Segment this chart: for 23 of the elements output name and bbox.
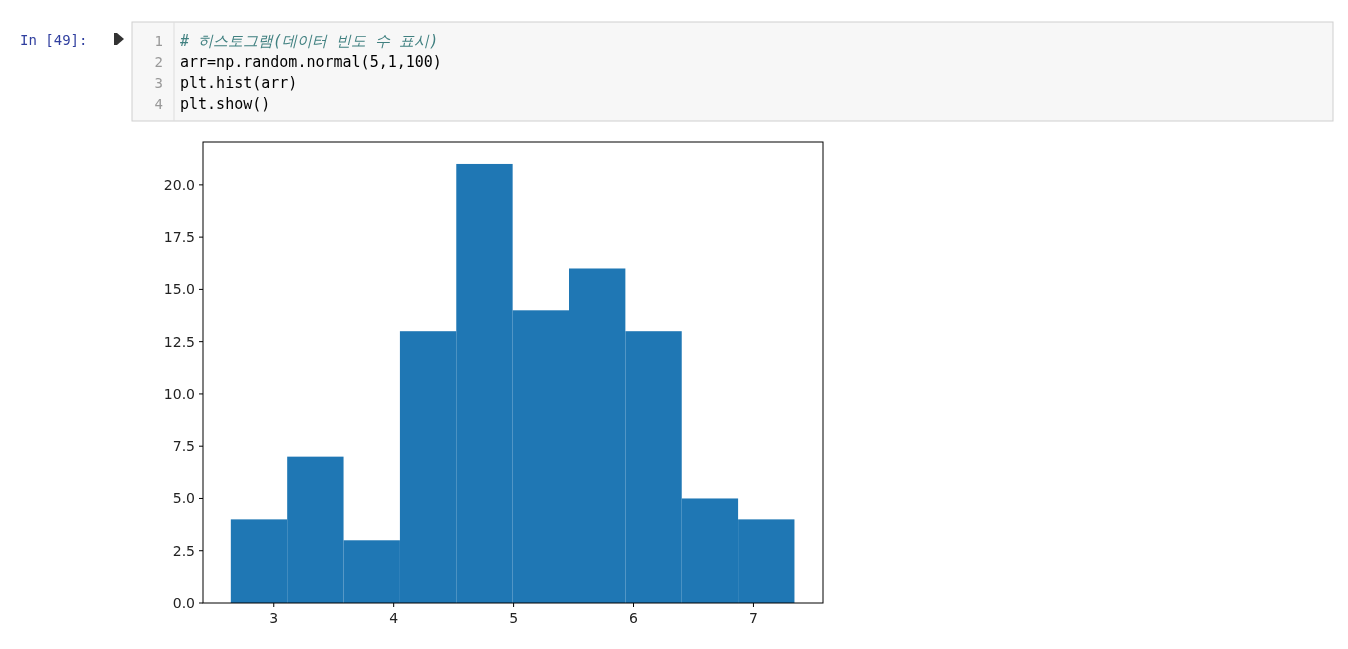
x-tick-label: 7 bbox=[748, 610, 758, 626]
x-tick-label: 4 bbox=[389, 610, 399, 626]
x-tick-label: 3 bbox=[269, 610, 279, 626]
text: plt.show() bbox=[180, 95, 271, 113]
y-tick-label: 17.5 bbox=[163, 229, 195, 246]
y-tick-label: 0.0 bbox=[172, 595, 195, 611]
y-tick-label: 12.5 bbox=[163, 333, 195, 350]
y-tick-label: 10.0 bbox=[163, 385, 195, 402]
y-tick-label: 7.5 bbox=[172, 438, 195, 455]
y-tick-label: 5.0 bbox=[172, 490, 195, 507]
x-tick-label: 6 bbox=[629, 610, 639, 626]
y-tick-label: 20.0 bbox=[163, 176, 195, 193]
text: plt.hist(arr) bbox=[180, 74, 298, 92]
text: In [49]: bbox=[20, 32, 88, 48]
text: 4 bbox=[154, 96, 163, 112]
text: 1 bbox=[154, 33, 163, 49]
text: arr=np.random.normal(5,1,100) bbox=[180, 53, 442, 71]
x-tick-label: 5 bbox=[509, 610, 519, 626]
y-tick-label: 2.5 bbox=[172, 542, 195, 559]
text: 2 bbox=[154, 54, 163, 70]
y-tick-label: 15.0 bbox=[163, 281, 195, 298]
text: # 히스토그램(데이터 빈도 수 표시) bbox=[179, 32, 439, 50]
text: 3 bbox=[154, 75, 163, 91]
